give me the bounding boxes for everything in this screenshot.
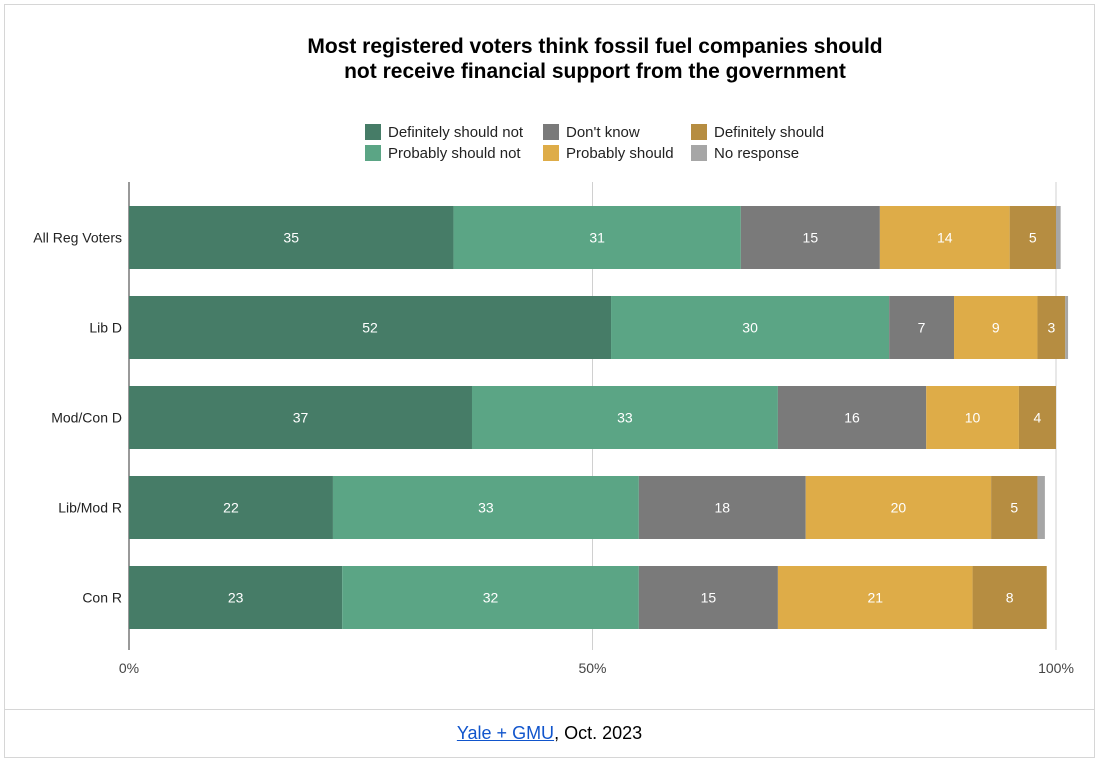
bar-value-label: 4 [1034,410,1042,426]
bar-value-label: 35 [283,230,299,246]
bar-segment [638,476,806,539]
legend-label: Don't know [566,124,640,141]
source-date: , Oct. 2023 [554,723,643,743]
bar-segment [1018,386,1056,449]
bar-value-label: 30 [742,320,758,336]
category-label: All Reg Voters [33,230,122,246]
bar-value-label: 32 [483,590,499,606]
legend-swatch [365,145,381,161]
legend-swatch [365,124,381,140]
bar-segment [972,566,1047,629]
bar-value-label: 21 [867,590,883,606]
source-footer: Yale + GMU, Oct. 2023 [5,709,1094,757]
category-label: Mod/Con D [51,410,122,426]
bar-value-label: 16 [844,410,860,426]
bar-segment [611,296,890,359]
bar-segment [954,296,1038,359]
bar-segment [805,476,992,539]
x-tick-label: 0% [119,660,139,676]
bar-value-label: 5 [1029,230,1037,246]
bar-segment [740,206,880,269]
bar-segment [453,206,741,269]
legend-label: Probably should not [388,145,521,162]
bar-value-label: 8 [1006,590,1014,606]
bar-segment [471,386,778,449]
bar-segment [129,296,612,359]
bar-segment [638,566,778,629]
bar-segment [991,476,1038,539]
category-label: Lib D [89,320,122,336]
bar-value-label: 5 [1010,500,1018,516]
bar-value-label: 7 [918,320,926,336]
legend-swatch [691,124,707,140]
bar-segment [129,206,454,269]
bar-value-label: 22 [223,500,239,516]
category-label: Con R [82,590,122,606]
legend-swatch [543,145,559,161]
legend-label: Definitely should not [388,124,524,141]
chart-title-line: not receive financial support from the g… [344,60,846,83]
bar-value-label: 31 [589,230,605,246]
bar-segment [332,476,639,539]
bar-value-label: 15 [803,230,819,246]
bar-segment [1065,296,1069,359]
bar-value-label: 15 [701,590,717,606]
bar-segment [129,566,343,629]
bar-segment [879,206,1010,269]
bar-segment [342,566,639,629]
chart-card: Most registered voters think fossil fuel… [4,4,1095,758]
chart-title-line: Most registered voters think fossil fuel… [307,35,882,58]
bar-segment [777,386,927,449]
bar-value-label: 20 [891,500,907,516]
bar-value-label: 37 [293,410,309,426]
bar-value-label: 33 [478,500,494,516]
bar-value-label: 10 [965,410,981,426]
category-label: Lib/Mod R [58,500,122,516]
bar-value-label: 14 [937,230,953,246]
legend-label: Definitely should [714,124,824,141]
bar-segment [1009,206,1056,269]
bar-segment [889,296,955,359]
bar-segment [129,476,333,539]
bar-segment [1037,296,1066,359]
bar-value-label: 18 [714,500,730,516]
source-link[interactable]: Yale + GMU [456,723,555,743]
bar-segment [926,386,1019,449]
bar-value-label: 52 [362,320,378,336]
bar-segment [1037,476,1045,539]
legend-swatch [691,145,707,161]
bar-value-label: 9 [992,320,1000,336]
bar-value-label: 33 [617,410,633,426]
legend-swatch [543,124,559,140]
bar-segment [1056,206,1061,269]
bar-value-label: 3 [1047,320,1055,336]
bar-value-label: 23 [228,590,244,606]
x-tick-label: 100% [1038,660,1074,676]
x-tick-label: 50% [578,660,606,676]
bar-segment [129,386,472,449]
legend-label: Probably should [566,145,674,162]
legend-label: No response [714,145,799,162]
stacked-bar-chart: Most registered voters think fossil fuel… [33,35,1074,676]
chart-area: Most registered voters think fossil fuel… [5,5,1094,705]
bar-segment [777,566,973,629]
